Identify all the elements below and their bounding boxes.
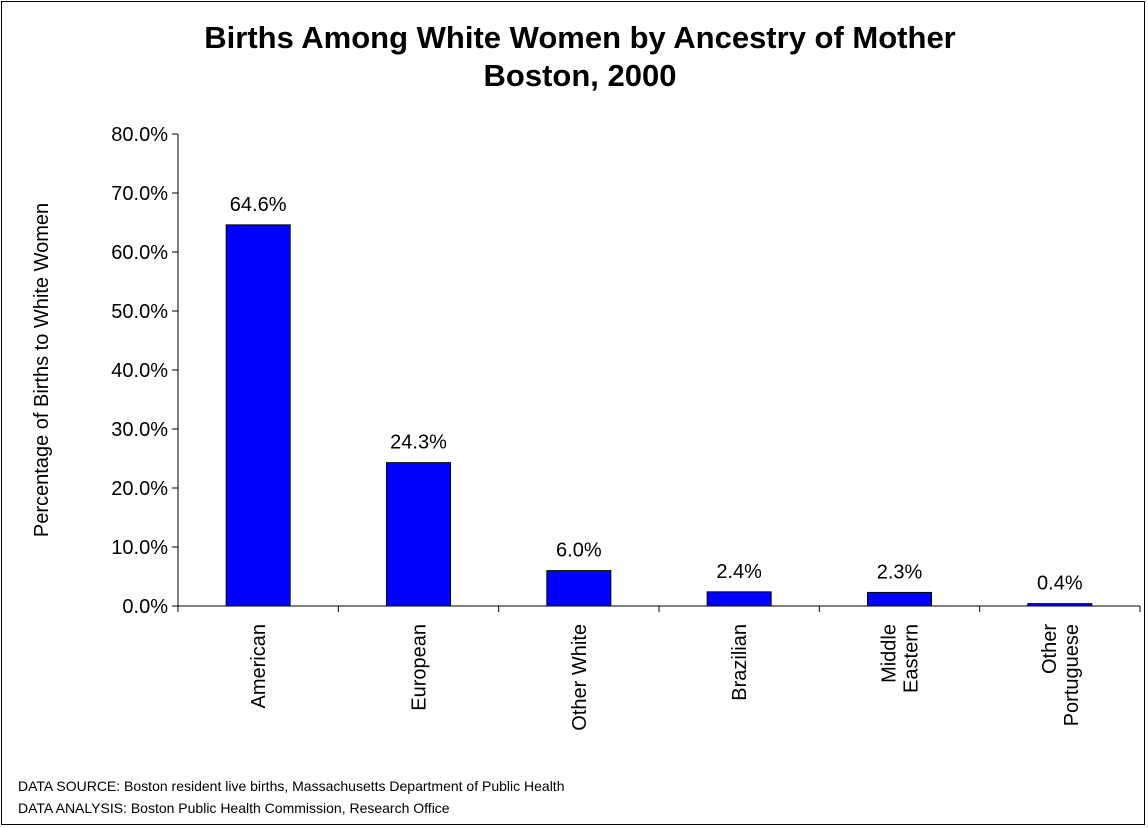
x-axis-categories: American European Other White Brazilian Midd… <box>248 624 1083 731</box>
y-tick-label: 20.0% <box>111 478 168 500</box>
x-category-label: Portuguese <box>1061 624 1083 726</box>
chart-title-line: Boston, 2000 <box>484 58 677 93</box>
bar <box>386 462 451 607</box>
data-label: 24.3% <box>390 432 447 454</box>
x-category-label: European <box>409 624 431 711</box>
data-label: 6.0% <box>556 540 602 562</box>
data-label: 0.4% <box>1037 573 1083 595</box>
x-category-label: Eastern <box>901 624 923 693</box>
x-category-label: Brazilian <box>729 624 751 701</box>
data-label: 2.4% <box>716 561 762 583</box>
chart-title: Births Among White Women by Ancestry of … <box>204 20 956 93</box>
bar <box>225 224 291 607</box>
y-tick-label: 30.0% <box>111 419 168 441</box>
x-category-label: Other White <box>569 624 591 731</box>
data-source-note: DATA SOURCE: Boston resident live births… <box>18 778 565 794</box>
y-tick-label: 40.0% <box>111 360 168 382</box>
bar <box>546 570 612 607</box>
data-analysis-note: DATA ANALYSIS: Boston Public Health Comm… <box>18 800 450 816</box>
y-tick-label: 0.0% <box>122 596 168 618</box>
y-axis-title: Percentage of Births to White Women <box>31 203 53 537</box>
data-label: 2.3% <box>877 561 923 583</box>
y-tick-label: 60.0% <box>111 242 168 264</box>
y-tick-label: 50.0% <box>111 301 168 323</box>
data-label: 64.6% <box>230 194 287 216</box>
bars <box>225 224 1093 607</box>
y-tick-label: 10.0% <box>111 537 168 559</box>
data-labels: 64.6% 24.3% 6.0% 2.4% 2.3% 0.4% <box>230 194 1083 595</box>
x-category-label: Other <box>1039 624 1061 674</box>
y-axis-ticks: 0.0% 10.0% 20.0% 30.0% 40.0% 50.0% 60.0% 70.0% 8… <box>111 124 1141 618</box>
y-tick-label: 80.0% <box>111 124 168 146</box>
bar <box>706 591 772 607</box>
x-category-label: Middle <box>879 624 901 683</box>
x-category-label: American <box>248 624 270 708</box>
chart-title-line: Births Among White Women by Ancestry of … <box>204 20 956 55</box>
bar <box>867 591 932 607</box>
y-tick-label: 70.0% <box>111 183 168 205</box>
